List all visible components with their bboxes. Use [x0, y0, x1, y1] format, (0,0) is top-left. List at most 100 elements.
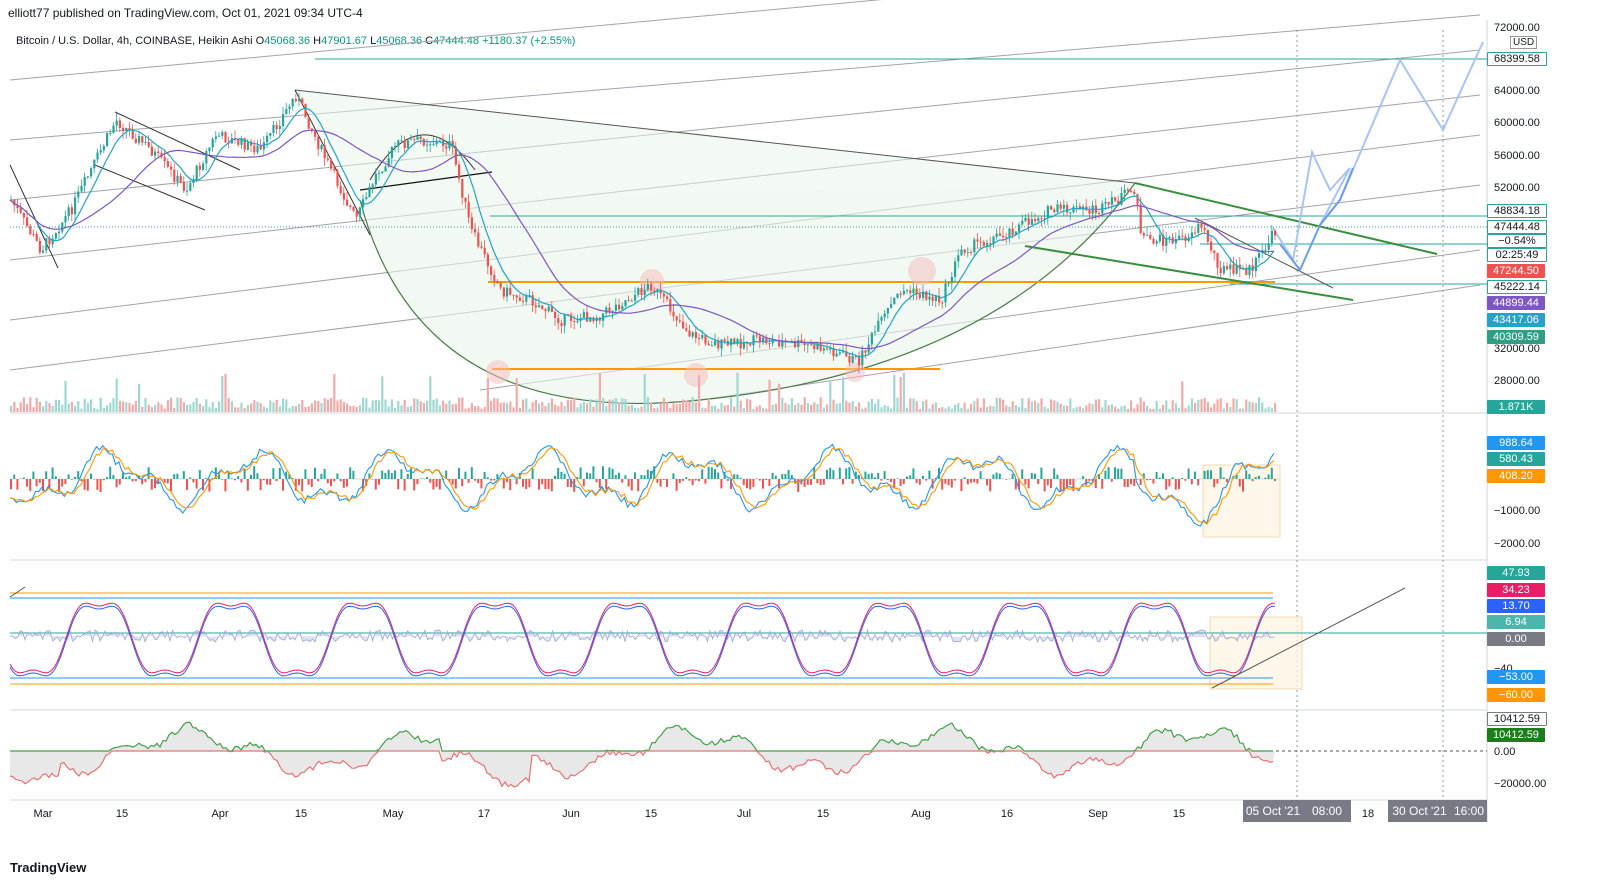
- macd-hist-bar: [1158, 477, 1161, 479]
- candle-body: [685, 328, 688, 331]
- volume-bar: [109, 402, 112, 412]
- macd-hist-bar: [506, 479, 508, 483]
- time-axis-label: Jun: [562, 808, 580, 820]
- macd-hist-bar: [131, 479, 134, 482]
- volume-bar: [678, 403, 681, 412]
- macd-hist-bar: [1274, 479, 1276, 481]
- volume-bar: [22, 397, 25, 412]
- candle-body: [621, 306, 624, 310]
- macd-hist-bar: [435, 479, 438, 487]
- candle-body: [576, 320, 579, 323]
- volume-bar: [506, 402, 509, 412]
- wedge-upper[interactable]: [1134, 182, 1438, 255]
- volume-bar: [890, 408, 893, 412]
- trend-line[interactable]: [94, 164, 206, 211]
- macd-hist-bar: [1264, 477, 1267, 479]
- volume-bar: [1254, 402, 1257, 412]
- candle-body: [1005, 237, 1008, 239]
- candle-body: [326, 158, 329, 160]
- macd-hist-bar: [1120, 468, 1123, 479]
- candle-body: [1245, 267, 1248, 276]
- candle-body: [470, 217, 473, 230]
- volume-bar: [858, 402, 861, 412]
- macd-hist-bar: [720, 479, 723, 489]
- volume-bar: [541, 402, 544, 412]
- neckline[interactable]: [359, 171, 493, 191]
- macd-hist-bar: [886, 479, 889, 481]
- time-axis[interactable]: Mar 15 Apr 15 May 17 Jun 15 Jul 15 Aug 16 Sep 15 18: [34, 808, 1375, 820]
- date-box-2-time: 16:00: [1451, 800, 1487, 822]
- candle-body: [1011, 228, 1014, 236]
- macd-hist-bar: [790, 474, 793, 479]
- volume-bar: [26, 403, 29, 412]
- candle-body: [394, 146, 397, 148]
- price-axis[interactable]: 72000.00 64000.00 60000.00 56000.00 52000.00…: [1494, 22, 1546, 790]
- forecast-path-near[interactable]: [1279, 167, 1354, 272]
- volume-bar: [336, 400, 339, 412]
- trend-line[interactable]: [1194, 217, 1334, 289]
- candle-body: [915, 288, 918, 295]
- tradingview-logo[interactable]: TradingView: [10, 860, 86, 875]
- volume-bar: [1027, 398, 1030, 412]
- macd-signal-line: [9, 447, 1275, 525]
- candle-body: [208, 147, 211, 152]
- macd-hist-bar: [1126, 479, 1129, 488]
- forecast-path[interactable]: [1272, 41, 1484, 263]
- macd-hist-bar: [1187, 468, 1190, 479]
- macd-hist-bar: [515, 479, 518, 485]
- macd-hist-bar: [819, 479, 822, 486]
- wedge-lower[interactable]: [1024, 245, 1354, 301]
- volume-bar: [163, 408, 166, 412]
- candle-body: [179, 175, 182, 183]
- candle-body: [1110, 197, 1113, 205]
- cup-arc[interactable]: [359, 182, 1136, 404]
- volume-bar: [1066, 405, 1069, 412]
- volume-bar: [957, 403, 960, 412]
- macd-hist-bar: [285, 471, 288, 479]
- volume-bar: [371, 400, 374, 412]
- volume-bar: [896, 397, 899, 412]
- rsi-trend-line-left[interactable]: [9, 586, 26, 598]
- candle-body: [1034, 219, 1037, 222]
- candle-body: [358, 207, 361, 217]
- rsi-trend-line[interactable]: [1211, 587, 1406, 689]
- candle-body: [547, 306, 550, 312]
- volume-bar: [256, 401, 259, 412]
- volume-bar: [608, 399, 611, 412]
- volume-bar: [1072, 408, 1075, 412]
- volume-bar: [362, 397, 365, 412]
- candle-body: [653, 290, 656, 293]
- macd-hist-bar: [234, 479, 236, 481]
- volume-bar: [160, 404, 163, 412]
- candle-body: [435, 140, 438, 145]
- trend-line[interactable]: [9, 164, 59, 269]
- trend-line[interactable]: [114, 111, 241, 171]
- macd-hist-bar: [307, 479, 310, 485]
- macd-hist-bar: [714, 469, 716, 479]
- macd-hist-bar: [598, 479, 601, 488]
- currency-label[interactable]: USD: [1510, 36, 1538, 49]
- macd-hist-bar: [1037, 479, 1040, 484]
- price-candles[interactable]: [10, 92, 1277, 374]
- macd-hist-bar: [662, 479, 665, 480]
- volume-bar: [1120, 406, 1123, 412]
- volume-bar: [227, 398, 230, 412]
- volume-bar: [778, 383, 781, 412]
- volume-bar: [35, 397, 38, 412]
- macd-hist-bar: [845, 468, 848, 479]
- candle-body: [26, 217, 29, 226]
- trend-line-top[interactable]: [294, 89, 1136, 184]
- candle-body: [458, 164, 461, 179]
- axis-price-tag: 408.20: [1487, 469, 1545, 483]
- candle-body: [154, 151, 157, 156]
- macd-hist-bar: [323, 468, 326, 479]
- macd-hist-bar: [960, 479, 963, 492]
- rsi-line: [9, 602, 1276, 674]
- candle-body: [890, 304, 893, 308]
- candle-body: [1120, 193, 1123, 205]
- candle-body: [899, 293, 902, 295]
- macd-hist-bar: [246, 479, 249, 491]
- price-axis-label: 64000.00: [1494, 85, 1540, 97]
- volume-bar: [134, 400, 137, 412]
